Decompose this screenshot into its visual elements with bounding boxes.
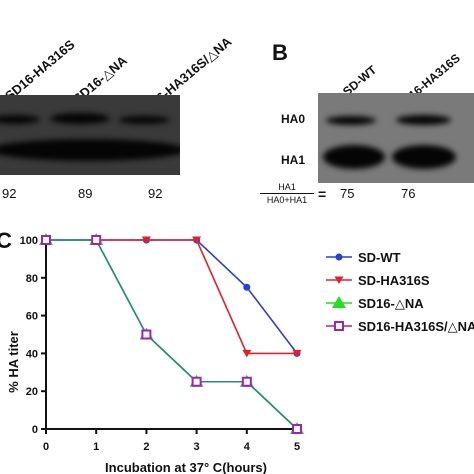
panel-c-letter: C <box>0 228 12 253</box>
panel-a-band-upper-2 <box>50 113 110 124</box>
x-tick-label: 3 <box>194 441 200 453</box>
panel-b-letter: B <box>272 40 288 65</box>
legend-marker-2 <box>334 276 344 284</box>
panel-b-value-2: 76 <box>401 186 416 201</box>
y-axis-label: % HA titer <box>6 331 21 393</box>
x-tick-label: 5 <box>294 441 300 453</box>
x-tick-label: 1 <box>93 441 99 453</box>
panel-b-ratio-equals: = <box>318 186 327 202</box>
panel-b-ratio-formula: HA1 HA0+HA1 <box>260 182 314 205</box>
x-tick-label: 2 <box>143 441 149 453</box>
panel-b-western-blot <box>318 93 474 183</box>
panel-b-band-label-ha0: HA0 <box>281 112 306 126</box>
x-axis-label: Incubation at 37° C(hours) <box>105 460 267 474</box>
panel-b-band-ha1-2 <box>392 145 456 169</box>
chart-legend: SD-WT SD-HA316S SD16-△NA SD16-HA316S/△NA <box>326 250 474 334</box>
data-point <box>141 236 151 244</box>
series-line-1 <box>46 239 298 354</box>
data-point <box>192 236 202 244</box>
panel-b-band-ha1-1 <box>323 145 385 169</box>
legend-marker-4 <box>334 321 344 331</box>
y-tick-label: 40 <box>26 348 38 360</box>
legend-label-2: SD-HA316S <box>358 273 430 288</box>
legend-label-3: SD16-△NA <box>358 296 424 311</box>
panel-a-band-upper-1 <box>0 115 40 124</box>
panel-b-ratio-divider <box>260 193 314 194</box>
panel-a-band-lower <box>0 139 180 161</box>
y-tick-label: 80 <box>26 273 38 285</box>
chart-series <box>39 233 304 434</box>
data-point <box>292 424 302 434</box>
y-tick-label: 0 <box>32 424 38 436</box>
data-point <box>241 376 252 387</box>
panel-a-value-3: 92 <box>148 186 163 201</box>
data-point <box>191 376 202 387</box>
legend-label-1: SD-WT <box>358 250 401 265</box>
series-line-4 <box>46 239 298 430</box>
legend-marker-1 <box>335 253 343 261</box>
panel-b-band-label-ha1: HA1 <box>281 153 306 167</box>
panel-c-line-chart: C 0 20 40 60 80 100 0 1 2 3 4 5 SD-WT SD-HA316S SD16-… <box>0 228 474 474</box>
x-tick-label: 0 <box>43 441 49 453</box>
panel-a-lane-label-1: SD16-HA316S <box>2 36 78 104</box>
panel-b-band-ha0-2 <box>396 115 451 125</box>
panel-b-ratio-denominator: HA0+HA1 <box>266 195 308 205</box>
data-point <box>292 349 302 358</box>
series-line-2 <box>46 239 297 355</box>
series-line-3 <box>46 239 298 430</box>
data-point <box>91 235 102 245</box>
legend-label-4: SD16-HA316S/△NA <box>358 319 474 334</box>
panel-a-value-2: 89 <box>78 186 93 201</box>
panel-a-value-1: 92 <box>2 186 17 201</box>
panel-a-western-blot <box>0 95 180 175</box>
panel-b-value-1: 75 <box>340 186 355 201</box>
data-point <box>243 283 251 291</box>
panel-b-band-ha0-1 <box>326 116 376 125</box>
data-point <box>242 349 252 358</box>
panel-a-band-upper-3 <box>118 116 170 124</box>
y-tick-label: 20 <box>26 386 38 398</box>
y-tick-label: 100 <box>20 235 38 247</box>
y-tick-label: 60 <box>26 311 38 323</box>
legend-marker-3 <box>332 296 346 308</box>
chart-axes: 0 20 40 60 80 100 0 1 2 3 4 5 <box>20 235 300 453</box>
panel-b-ratio-numerator: HA1 <box>278 182 296 192</box>
x-tick-label: 4 <box>244 441 251 453</box>
data-point <box>41 235 51 245</box>
data-point <box>141 329 152 340</box>
